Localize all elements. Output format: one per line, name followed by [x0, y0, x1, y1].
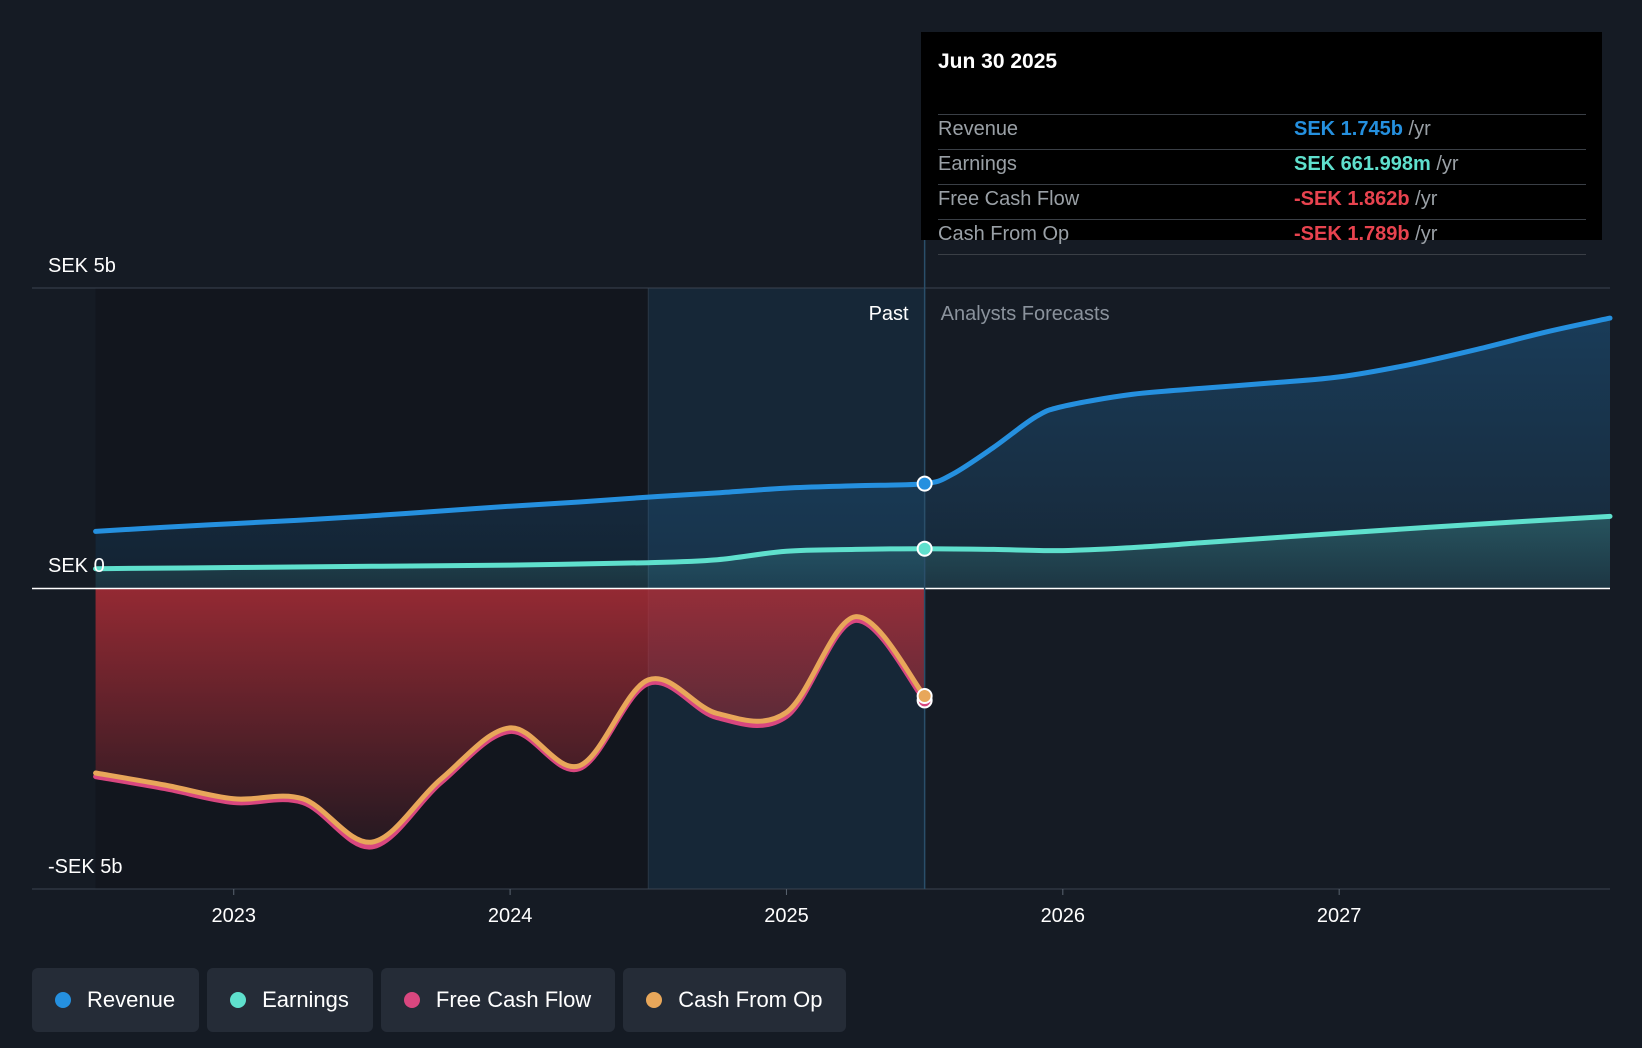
tooltip-row-label: Free Cash Flow: [938, 188, 1080, 210]
x-tick-label: 2025: [764, 905, 809, 927]
earnings-marker[interactable]: [916, 540, 933, 557]
tooltip-divider: [938, 184, 1586, 185]
chart: SEK 5b SEK 0 -SEK 5b 2023 2024 2025 2026 2027 Pa…: [32, 240, 1613, 927]
tooltip-date: Jun 30 2025: [938, 50, 1058, 73]
forecast-label: Analysts Forecasts: [941, 303, 1110, 325]
tooltip-row-label: Revenue: [938, 118, 1019, 140]
tooltip-row-value: -SEK 1.789b /yr: [1294, 223, 1438, 245]
tooltip-divider: [938, 254, 1586, 255]
tooltip-divider: [938, 114, 1586, 115]
cash-from-op-line: [93, 614, 928, 845]
tooltip-divider: [938, 149, 1586, 150]
legend-item-revenue[interactable]: Revenue: [32, 968, 200, 1032]
legend-label: Earnings: [262, 987, 349, 1012]
legend-item-free-cash-flow[interactable]: Free Cash Flow: [380, 968, 616, 1032]
tooltip-row-label: Cash From Op: [938, 223, 1070, 245]
legend-label: Cash From Op: [678, 987, 823, 1012]
y-tick-label: SEK 5b: [48, 255, 116, 277]
y-tick-label: SEK 0: [48, 555, 105, 577]
earnings-line: [93, 513, 1613, 572]
legend-label: Revenue: [87, 987, 176, 1012]
cash-from-op-marker[interactable]: [916, 688, 933, 705]
legend-dot-icon: [55, 992, 71, 1008]
revenue-marker[interactable]: [916, 475, 933, 492]
y-tick-label: -SEK 5b: [48, 856, 122, 878]
legend-item-earnings[interactable]: Earnings: [207, 968, 373, 1032]
legend: Revenue Earnings Free Cash Flow Cash From O…: [32, 968, 847, 1032]
legend-dot-icon: [403, 992, 420, 1008]
free-cash-flow-line: [93, 617, 928, 850]
tooltip-row-value: SEK 1.745b /yr: [1294, 118, 1431, 140]
past-label: Past: [869, 303, 909, 325]
x-tick-label: 2023: [211, 905, 256, 927]
earnings-area: [95, 516, 1611, 589]
tooltip-row-label: Earnings: [938, 153, 1017, 175]
legend-label: Free Cash Flow: [435, 987, 592, 1012]
tooltip-row-value: SEK 661.998m /yr: [1294, 153, 1459, 175]
legend-dot-icon: [646, 992, 663, 1008]
revenue-area: [95, 318, 1611, 589]
negative-cashflow-area: [95, 588, 925, 848]
legend-item-cash-from-op[interactable]: Cash From Op: [623, 968, 847, 1032]
tooltip: Jun 30 2025 Revenue SEK 1.745b /yr Earning…: [921, 32, 1602, 255]
legend-dot-icon: [230, 992, 247, 1008]
x-tick-label: 2026: [1041, 905, 1086, 927]
x-tick-label: 2027: [1317, 905, 1362, 927]
x-tick-label: 2024: [488, 905, 533, 927]
tooltip-divider: [938, 219, 1586, 220]
tooltip-row-value: -SEK 1.862b /yr: [1294, 188, 1438, 210]
